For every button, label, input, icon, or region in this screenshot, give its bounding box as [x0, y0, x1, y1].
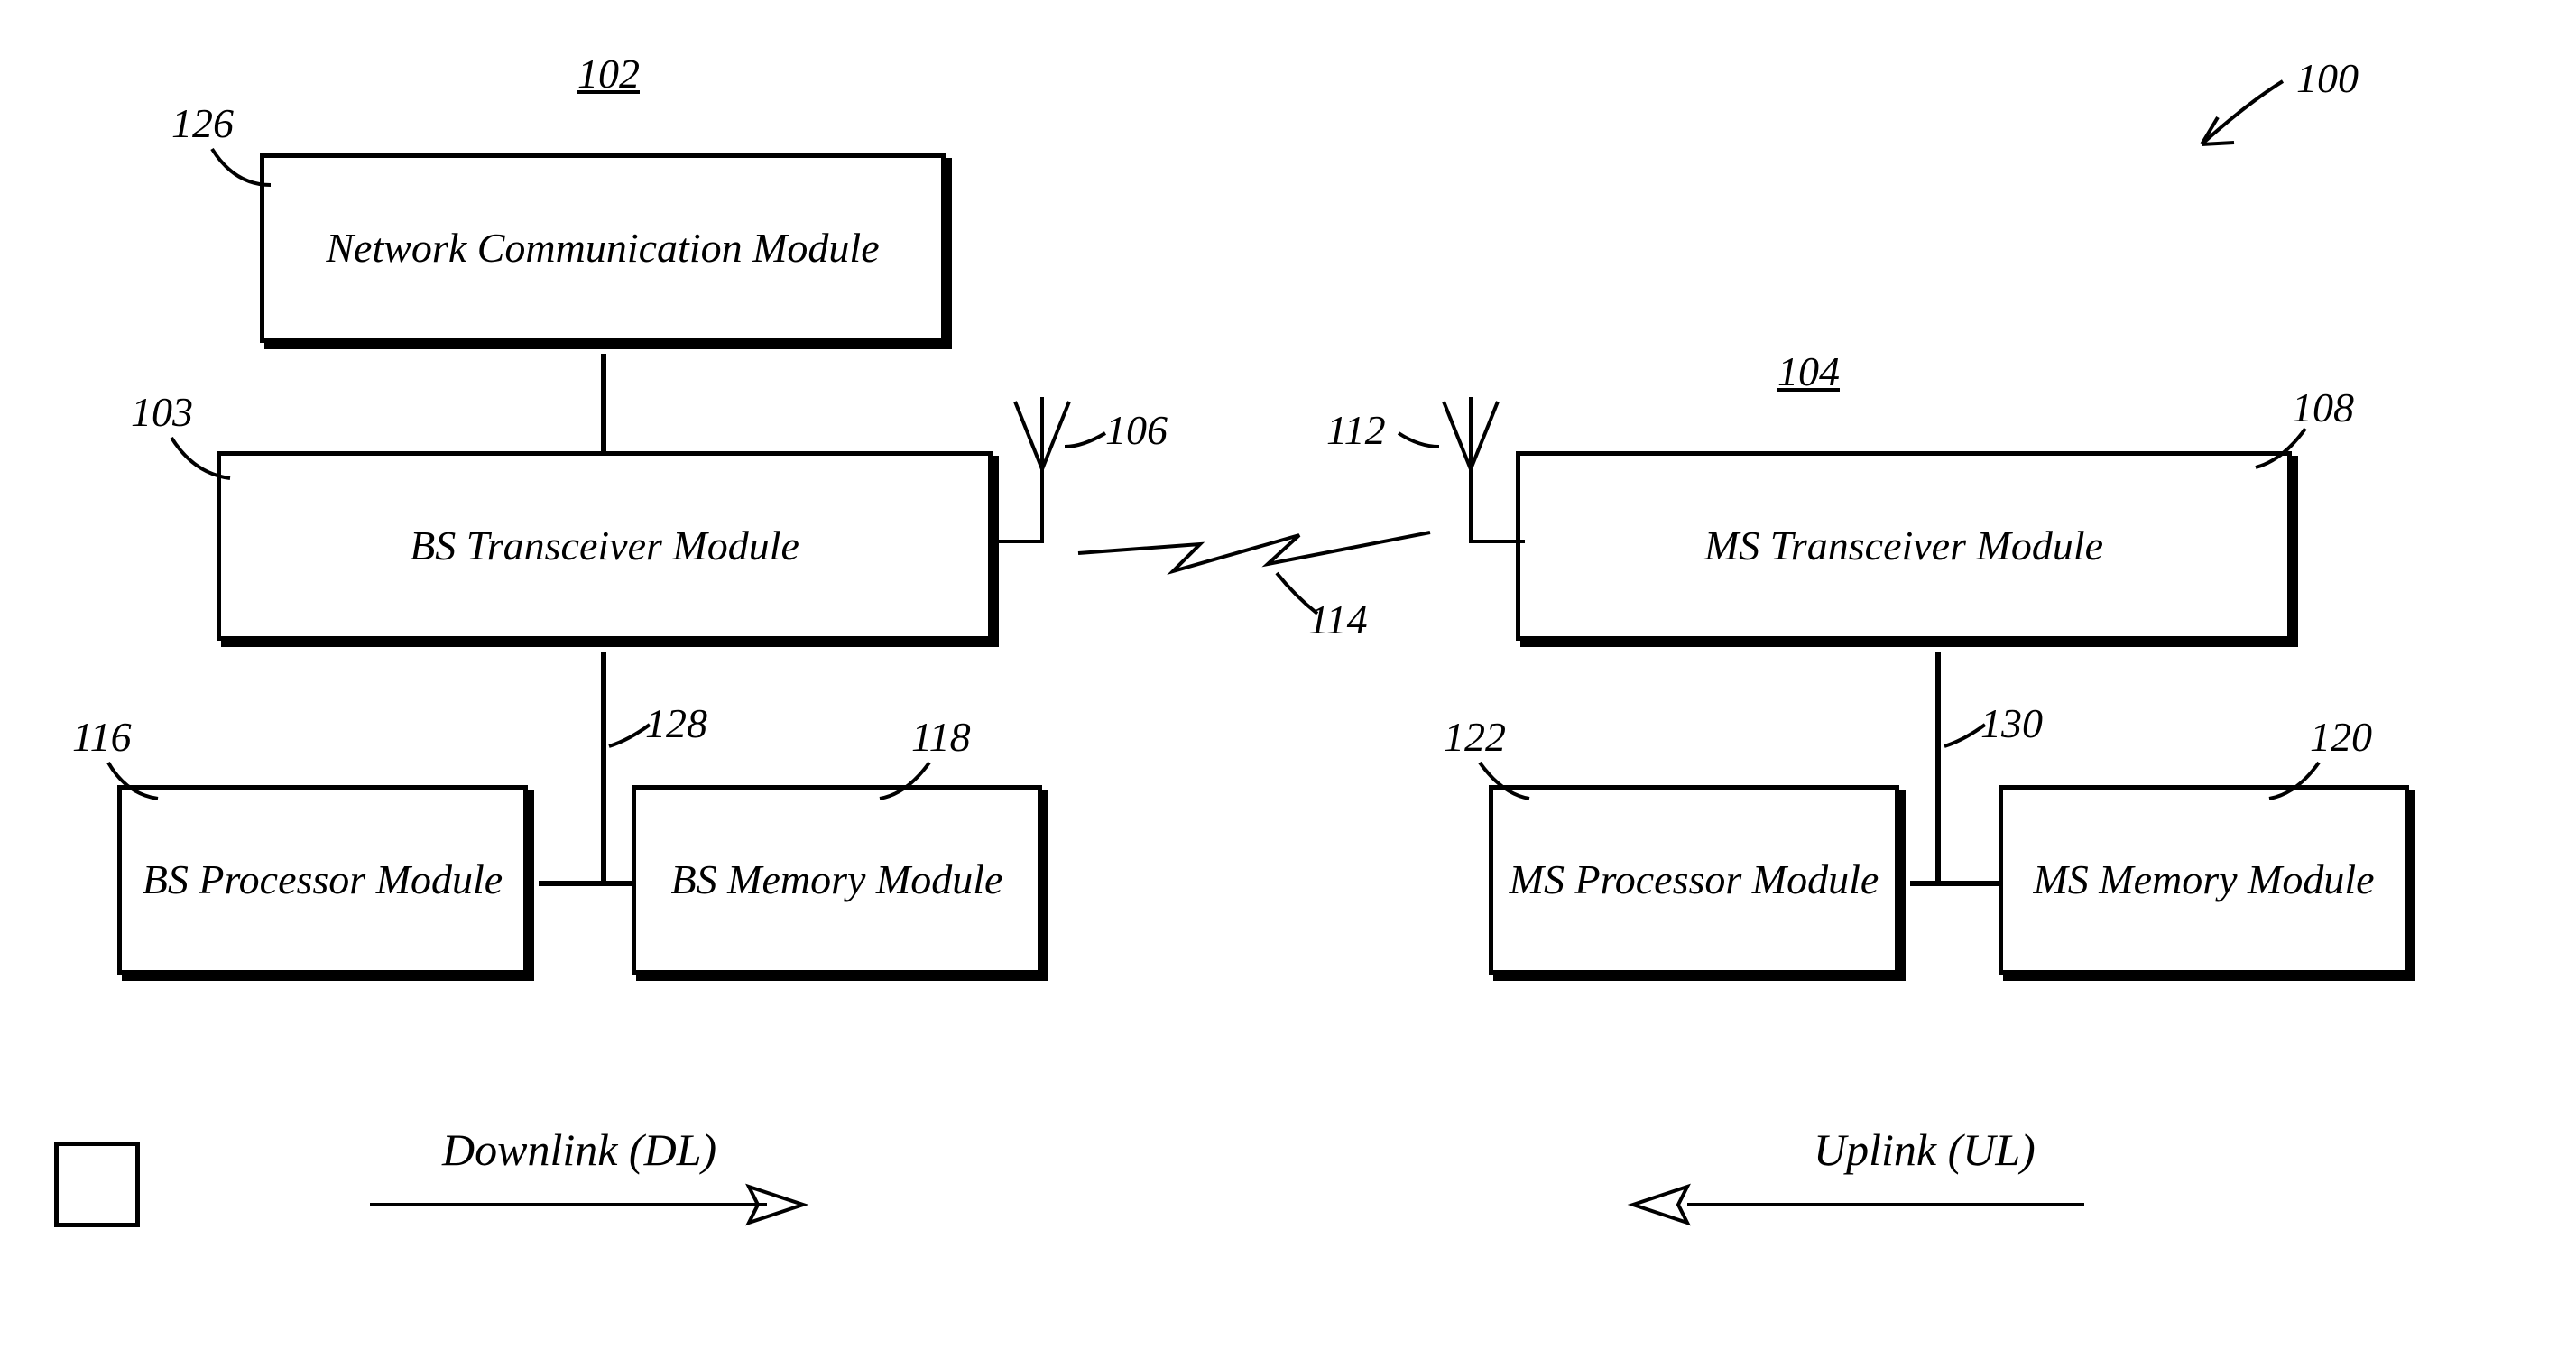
label-ms-proc: MS Processor Module	[1510, 856, 1879, 904]
label-ms-trx: MS Transceiver Module	[1704, 522, 2103, 570]
connector-ms-bus-horizontal	[1910, 881, 1999, 886]
ref-ms-group: 104	[1777, 347, 1840, 395]
label-downlink: Downlink (DL)	[442, 1123, 716, 1176]
leader-ms-mem	[2265, 758, 2328, 808]
label-bs-proc: BS Processor Module	[143, 856, 503, 904]
ms-antenna-icon	[1435, 388, 1525, 550]
leader-wireless	[1272, 569, 1322, 618]
leader-ms-ant	[1394, 424, 1444, 456]
label-bs-mem: BS Memory Module	[671, 856, 1003, 904]
label-ms-mem: MS Memory Module	[2033, 856, 2374, 904]
ref-ms-proc: 122	[1444, 713, 1506, 761]
label-netcomm: Network Communication Module	[326, 225, 879, 273]
leader-bs-bus	[606, 717, 656, 753]
ref-bs-proc: 116	[72, 713, 132, 761]
leader-bs-mem	[875, 758, 938, 808]
uplink-arrow	[1633, 1187, 2084, 1232]
bs-antenna-icon	[993, 388, 1074, 550]
connector-netcomm-to-transceiver	[601, 354, 606, 451]
ref-ms-ant: 112	[1326, 406, 1386, 454]
ref-netcomm: 126	[171, 99, 234, 147]
leader-ms-proc	[1475, 758, 1538, 808]
leader-netcomm	[208, 144, 280, 199]
decorative-square	[54, 1142, 140, 1227]
figure-ref-arrow	[2165, 54, 2310, 162]
box-bs-memory-module: BS Memory Module	[632, 785, 1042, 975]
box-network-communication-module: Network Communication Module	[260, 153, 946, 343]
ref-bs-ant: 106	[1105, 406, 1168, 454]
connector-bs-trx-to-bus	[601, 652, 606, 886]
box-bs-processor-module: BS Processor Module	[117, 785, 528, 975]
wireless-link-icon	[1074, 519, 1435, 609]
label-bs-trx: BS Transceiver Module	[410, 522, 799, 570]
leader-bs-proc	[104, 758, 167, 808]
leader-ms-trx	[2251, 424, 2314, 474]
ref-bs-trx: 103	[131, 388, 193, 436]
ref-ms-mem: 120	[2310, 713, 2372, 761]
box-ms-processor-module: MS Processor Module	[1489, 785, 1899, 975]
connector-bs-bus-horizontal	[539, 881, 632, 886]
ref-bs-group: 102	[577, 50, 640, 97]
box-ms-memory-module: MS Memory Module	[1999, 785, 2409, 975]
leader-bs-ant	[1060, 424, 1110, 456]
downlink-arrow	[370, 1187, 803, 1232]
box-ms-transceiver-module: MS Transceiver Module	[1516, 451, 2292, 641]
box-bs-transceiver-module: BS Transceiver Module	[217, 451, 993, 641]
leader-bs-trx	[167, 433, 239, 487]
connector-ms-trx-to-bus	[1935, 652, 1941, 886]
ref-bs-mem: 118	[911, 713, 971, 761]
leader-ms-bus	[1942, 717, 1991, 753]
label-uplink: Uplink (UL)	[1814, 1123, 2036, 1176]
